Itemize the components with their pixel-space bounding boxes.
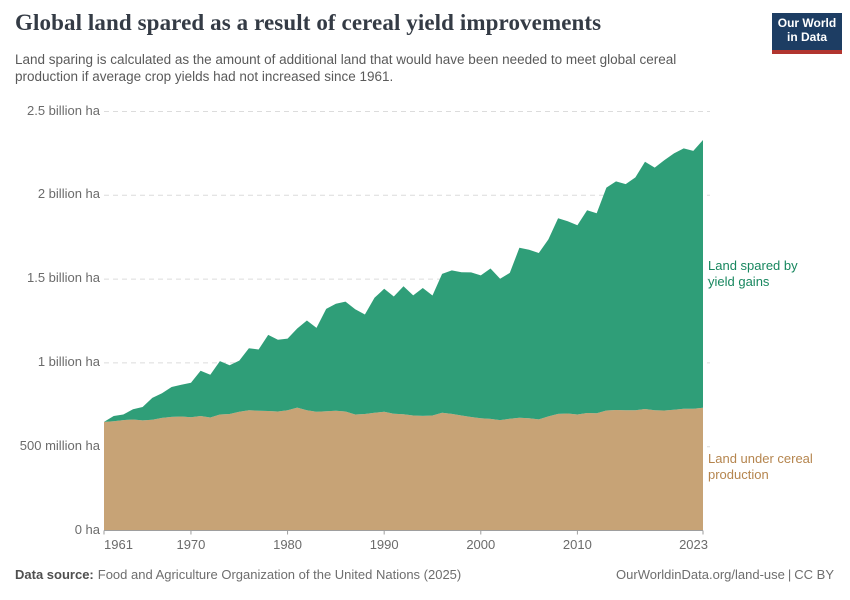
chart-title: Global land spared as a result of cereal… bbox=[15, 10, 602, 35]
chart-subtitle: Land sparing is calculated as the amount… bbox=[15, 52, 677, 84]
y-axis-label: 0 ha bbox=[74, 521, 100, 537]
y-axis-label: 500 million ha bbox=[19, 437, 100, 453]
series-label-land-spared: Land spared by yield gains bbox=[708, 258, 798, 289]
x-axis-label: 1980 bbox=[273, 536, 303, 552]
x-axis-label: 1970 bbox=[176, 536, 206, 552]
y-axis-label: 1 billion ha bbox=[37, 353, 100, 369]
owid-logo-line2: in Data bbox=[786, 30, 827, 44]
y-axis-label: 1.5 billion ha bbox=[27, 270, 100, 286]
area-land-under-cereal-production[interactable] bbox=[104, 407, 703, 531]
y-axis-label: 2.5 billion ha bbox=[27, 102, 100, 118]
footer-separator: | bbox=[787, 567, 792, 582]
x-axis-label: 2000 bbox=[466, 536, 496, 552]
data-source-label: Data source: bbox=[15, 567, 94, 582]
owid-logo: Our World in Data bbox=[772, 13, 842, 54]
y-axis-label: 2 billion ha bbox=[37, 186, 100, 202]
area-land-spared-by-yield-gains[interactable] bbox=[104, 140, 703, 422]
owid-url-link[interactable]: OurWorldinData.org/land-use bbox=[616, 567, 785, 582]
x-axis-label: 2023 bbox=[679, 536, 708, 552]
x-axis-label: 2010 bbox=[562, 536, 592, 552]
data-source-text: Food and Agriculture Organization of the… bbox=[97, 567, 462, 582]
footer-credit: OurWorldinData.org/land-use | CC BY bbox=[616, 567, 834, 582]
x-axis-label: 1961 bbox=[104, 536, 133, 552]
chart-footer: Data source: Food and Agriculture Organiz… bbox=[15, 567, 835, 582]
x-axis-label: 1990 bbox=[369, 536, 399, 552]
series-label-land-under-production: Land under cereal production bbox=[708, 451, 813, 482]
license-link[interactable]: CC BY bbox=[794, 567, 834, 582]
owid-logo-line1: Our World bbox=[777, 16, 837, 30]
